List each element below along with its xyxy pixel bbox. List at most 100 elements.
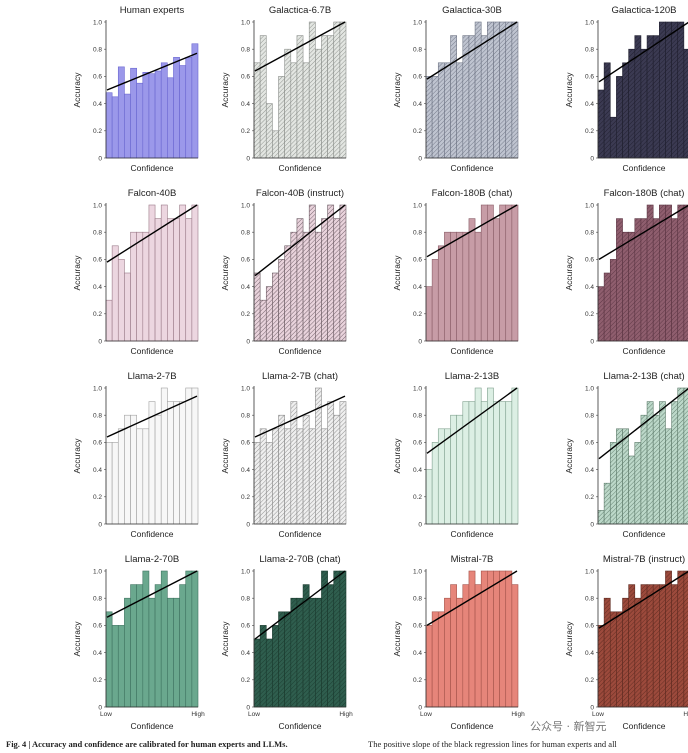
bar xyxy=(683,570,688,708)
y-tick-label: 0.4 xyxy=(585,650,594,657)
bar xyxy=(148,401,156,525)
bar xyxy=(111,96,119,159)
bar xyxy=(315,597,322,708)
bar xyxy=(634,442,642,525)
y-axis-label: Accuracy xyxy=(392,72,402,108)
bar xyxy=(646,584,654,708)
chart-panel: Falcon-40B (instruct) 0 0.2 0.4 0.6 0.8 1.0 Con… xyxy=(172,183,347,368)
bar xyxy=(480,401,488,525)
y-tick-label: 1.0 xyxy=(585,19,594,26)
bar xyxy=(480,35,488,159)
bar xyxy=(154,218,162,342)
bar xyxy=(327,35,335,159)
y-tick-label: 1.0 xyxy=(413,568,422,575)
y-tick-label: 0.6 xyxy=(585,257,594,264)
chart-svg: Galactica-6.7B 0 0.2 0.4 0.6 0.8 1.0 Confidence… xyxy=(220,5,347,173)
y-tick-label: 0.4 xyxy=(413,101,422,108)
x-tick-label: High xyxy=(511,711,525,718)
bar xyxy=(431,611,439,708)
bar xyxy=(487,21,494,159)
bar xyxy=(148,73,156,159)
chart-svg: Llama-2-70B (chat) 0 0.2 0.4 0.6 0.8 1.0 Low Hig… xyxy=(220,554,353,731)
y-tick-label: 0 xyxy=(98,704,102,711)
x-tick-label: Low xyxy=(592,711,604,718)
y-tick-label: 0 xyxy=(418,521,422,528)
bar xyxy=(505,401,513,525)
bar xyxy=(450,35,457,159)
bar xyxy=(296,218,304,342)
bar xyxy=(265,103,273,159)
bar xyxy=(640,48,648,159)
bar xyxy=(308,21,316,159)
chart-title: Galactica-120B xyxy=(612,5,677,16)
regression-line xyxy=(598,21,688,83)
chart-svg: Llama-2-70B 0 0.2 0.4 0.6 0.8 1.0 Low High Confid… xyxy=(72,554,205,731)
bar xyxy=(493,401,500,525)
bar xyxy=(652,218,660,342)
bar xyxy=(462,231,470,342)
bar xyxy=(278,611,285,708)
y-tick-label: 0.2 xyxy=(241,494,250,501)
y-tick-label: 0.8 xyxy=(413,596,422,603)
regression-line xyxy=(426,204,518,258)
y-axis-label: Accuracy xyxy=(564,255,574,291)
chart-svg: Falcon-180B (chat) 0 0.2 0.4 0.6 0.8 1.0 Confid… xyxy=(564,188,688,356)
y-tick-label: 0 xyxy=(590,521,594,528)
y-tick-label: 0.2 xyxy=(93,128,102,135)
y-tick-label: 0.4 xyxy=(93,467,102,474)
y-tick-label: 0.8 xyxy=(585,596,594,603)
bar xyxy=(148,597,156,708)
y-tick-label: 0 xyxy=(418,338,422,345)
bar xyxy=(431,76,439,159)
y-axis-label: Accuracy xyxy=(564,72,574,108)
bar xyxy=(646,35,654,159)
chart-panel: Galactica-120B 0 0.2 0.4 0.6 0.8 1.0 Confidence… xyxy=(516,0,688,185)
bar xyxy=(278,414,285,525)
bar xyxy=(111,442,119,525)
y-tick-label: 0.6 xyxy=(241,257,250,264)
y-axis-label: Accuracy xyxy=(392,438,402,474)
regression-line xyxy=(598,204,688,260)
bar xyxy=(124,414,131,525)
bar xyxy=(302,231,310,342)
y-tick-label: 0.2 xyxy=(413,128,422,135)
bar xyxy=(136,231,144,342)
bar xyxy=(628,455,636,525)
y-tick-label: 0.2 xyxy=(413,494,422,501)
bar xyxy=(142,72,150,159)
y-axis-label: Accuracy xyxy=(72,255,82,291)
regression-line xyxy=(254,395,346,438)
chart-panel: Llama-2-70B (chat) 0 0.2 0.4 0.6 0.8 1.0 Low Hig… xyxy=(172,549,353,734)
x-axis-label: Confidence xyxy=(278,529,321,539)
y-axis-label: Accuracy xyxy=(72,438,82,474)
bar xyxy=(154,584,162,708)
y-tick-label: 0.4 xyxy=(93,101,102,108)
bar xyxy=(327,204,335,342)
chart-svg: Galactica-120B 0 0.2 0.4 0.6 0.8 1.0 Confidence… xyxy=(564,5,688,173)
bar xyxy=(136,82,144,159)
bar xyxy=(105,611,113,708)
chart-svg: Llama-2-7B 0 0.2 0.4 0.6 0.8 1.0 Confidence Accu… xyxy=(72,371,199,539)
bar xyxy=(640,218,648,342)
y-tick-label: 0.8 xyxy=(413,230,422,237)
bar xyxy=(671,21,679,159)
y-tick-label: 1.0 xyxy=(93,568,102,575)
bar xyxy=(646,204,654,342)
bar xyxy=(616,76,623,159)
bar xyxy=(259,428,267,525)
bar xyxy=(683,204,688,342)
y-tick-label: 0.2 xyxy=(241,677,250,684)
bar xyxy=(444,62,451,159)
bar xyxy=(321,35,328,159)
y-tick-label: 0.4 xyxy=(241,650,250,657)
bar xyxy=(603,272,611,342)
y-tick-label: 0.8 xyxy=(241,413,250,420)
bar xyxy=(284,48,292,159)
bar xyxy=(640,584,648,708)
x-axis-label: Confidence xyxy=(278,721,321,731)
bar xyxy=(640,414,648,525)
x-axis-label: Confidence xyxy=(450,163,493,173)
bar xyxy=(474,21,482,159)
chart-svg: Falcon-40B 0 0.2 0.4 0.6 0.8 1.0 Confidence Accu… xyxy=(72,188,199,356)
y-tick-label: 0.8 xyxy=(93,230,102,237)
